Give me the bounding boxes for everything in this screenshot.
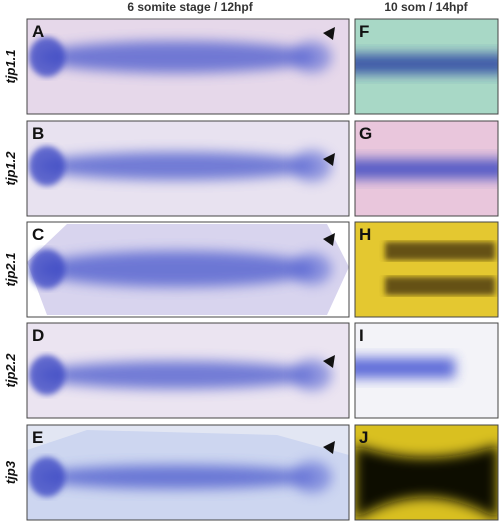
staining — [29, 146, 65, 186]
staining — [292, 461, 332, 493]
staining — [292, 253, 332, 285]
embryo-panel — [27, 19, 349, 114]
image-panel — [355, 19, 498, 114]
panel-letter: G — [359, 124, 372, 143]
staining — [292, 359, 332, 391]
staining — [37, 251, 317, 287]
arrowhead — [323, 355, 335, 368]
stripe — [355, 54, 498, 74]
panel-border — [26, 18, 350, 115]
stripe — [355, 445, 498, 520]
arrowhead — [323, 233, 335, 246]
staining — [29, 249, 65, 289]
stripe — [385, 242, 495, 260]
staining — [292, 41, 332, 73]
gene-label: tjp1.1 — [3, 50, 18, 84]
stripe — [355, 358, 455, 378]
embryo-panel — [27, 121, 349, 216]
panel-border — [26, 424, 350, 521]
panel-letter: D — [32, 326, 44, 345]
panel-border — [354, 120, 499, 217]
embryo-panel — [27, 323, 349, 418]
staining — [29, 457, 65, 497]
stripe — [355, 159, 498, 179]
panel-border — [26, 120, 350, 217]
gene-label: tjp3 — [3, 460, 18, 484]
panel-border — [354, 424, 499, 521]
embryo-panel — [27, 425, 349, 520]
panel-letter: A — [32, 22, 44, 41]
panel-border — [354, 322, 499, 419]
panel-border — [26, 322, 350, 419]
staining — [37, 361, 317, 389]
staining — [29, 37, 65, 77]
panel-letter: C — [32, 225, 44, 244]
staining — [37, 465, 317, 489]
panel-border — [354, 18, 499, 115]
panel-letter: J — [359, 428, 368, 447]
panel-letter: I — [359, 326, 364, 345]
embryo-panel — [27, 222, 349, 317]
staining — [292, 150, 332, 182]
panel-border — [26, 221, 350, 318]
gene-label: tjp2.1 — [3, 253, 18, 287]
image-panel — [355, 425, 498, 520]
panel-bg — [355, 222, 498, 317]
panel-letter: B — [32, 124, 44, 143]
gene-label: tjp1.2 — [3, 151, 18, 186]
staining — [37, 41, 317, 73]
panel-letter: F — [359, 22, 369, 41]
arrowhead — [323, 441, 335, 454]
panel-border — [354, 221, 499, 318]
image-panel — [355, 121, 498, 216]
image-panel — [355, 323, 498, 418]
stripe — [385, 277, 495, 295]
staining — [29, 355, 65, 395]
arrowhead — [323, 27, 335, 40]
panel-letter: E — [32, 428, 43, 447]
gene-label: tjp2.2 — [3, 353, 18, 388]
staining — [37, 152, 317, 180]
column-header: 10 som / 14hpf — [384, 0, 468, 14]
column-header: 6 somite stage / 12hpf — [127, 0, 253, 14]
arrowhead — [323, 153, 335, 166]
panel-letter: H — [359, 225, 371, 244]
image-panel — [355, 222, 498, 317]
